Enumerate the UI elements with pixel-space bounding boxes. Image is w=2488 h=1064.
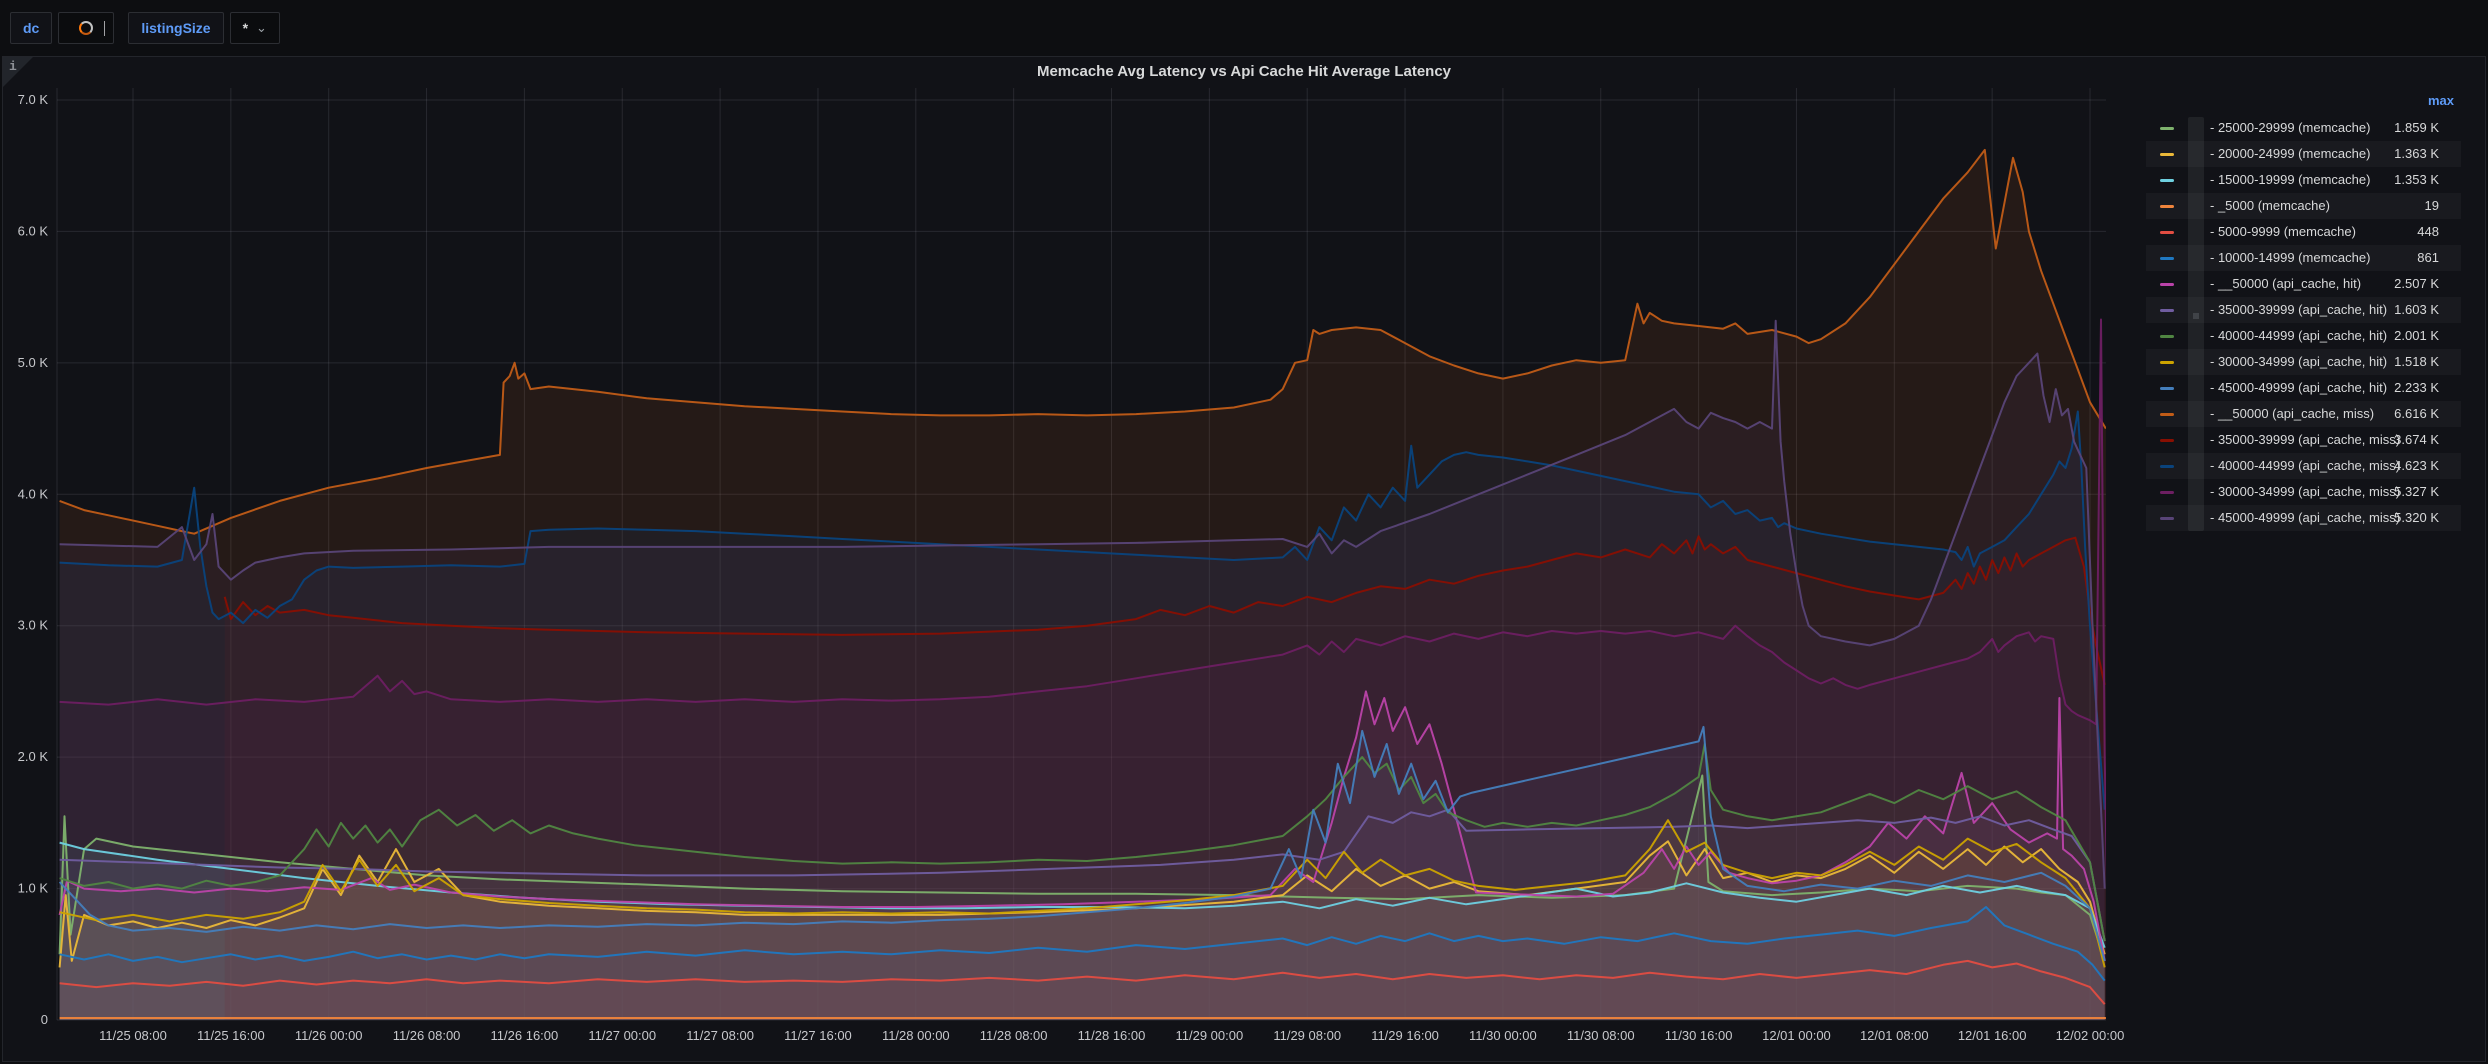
y-axis-tick-label: 6.0 K — [18, 223, 49, 238]
x-axis-tick-label: 11/29 16:00 — [1371, 1028, 1439, 1043]
x-axis-tick-label: 12/01 00:00 — [1762, 1028, 1831, 1043]
x-axis-tick-label: 11/30 08:00 — [1567, 1028, 1635, 1043]
y-axis-tick-label: 0 — [41, 1012, 48, 1027]
x-axis-tick-label: 11/28 08:00 — [980, 1028, 1048, 1043]
x-axis-tick-label: 11/26 08:00 — [393, 1028, 461, 1043]
x-axis-tick-label: 11/25 08:00 — [99, 1028, 167, 1043]
x-axis-tick-label: 11/25 16:00 — [197, 1028, 265, 1043]
y-axis-tick-label: 5.0 K — [18, 355, 49, 370]
x-axis-tick-label: 11/27 00:00 — [588, 1028, 656, 1043]
x-axis-tick-label: 12/01 16:00 — [1958, 1028, 2027, 1043]
y-axis-tick-label: 7.0 K — [18, 92, 49, 107]
x-axis-tick-label: 12/01 08:00 — [1860, 1028, 1929, 1043]
y-axis-tick-label: 2.0 K — [18, 749, 49, 764]
y-axis-tick-label: 3.0 K — [18, 618, 49, 633]
x-axis-tick-label: 11/27 16:00 — [784, 1028, 852, 1043]
x-axis-tick-label: 11/28 16:00 — [1078, 1028, 1146, 1043]
x-axis-tick-label: 11/30 00:00 — [1469, 1028, 1537, 1043]
y-axis-tick-label: 4.0 K — [18, 486, 49, 501]
x-axis-tick-label: 11/26 16:00 — [491, 1028, 559, 1043]
y-axis-tick-label: 1.0 K — [18, 881, 49, 896]
x-axis-tick-label: 11/26 00:00 — [295, 1028, 363, 1043]
x-axis-tick-label: 11/27 08:00 — [686, 1028, 754, 1043]
x-axis-tick-label: 12/02 00:00 — [2056, 1028, 2125, 1043]
x-axis-tick-label: 11/30 16:00 — [1665, 1028, 1733, 1043]
x-axis-tick-label: 11/29 00:00 — [1175, 1028, 1243, 1043]
x-axis-tick-label: 11/29 08:00 — [1273, 1028, 1341, 1043]
time-series-chart: 11/25 08:00 11/25 16:00 11/26 00:00 11/26 0… — [0, 0, 2488, 1064]
x-axis-tick-label: 11/28 00:00 — [882, 1028, 950, 1043]
